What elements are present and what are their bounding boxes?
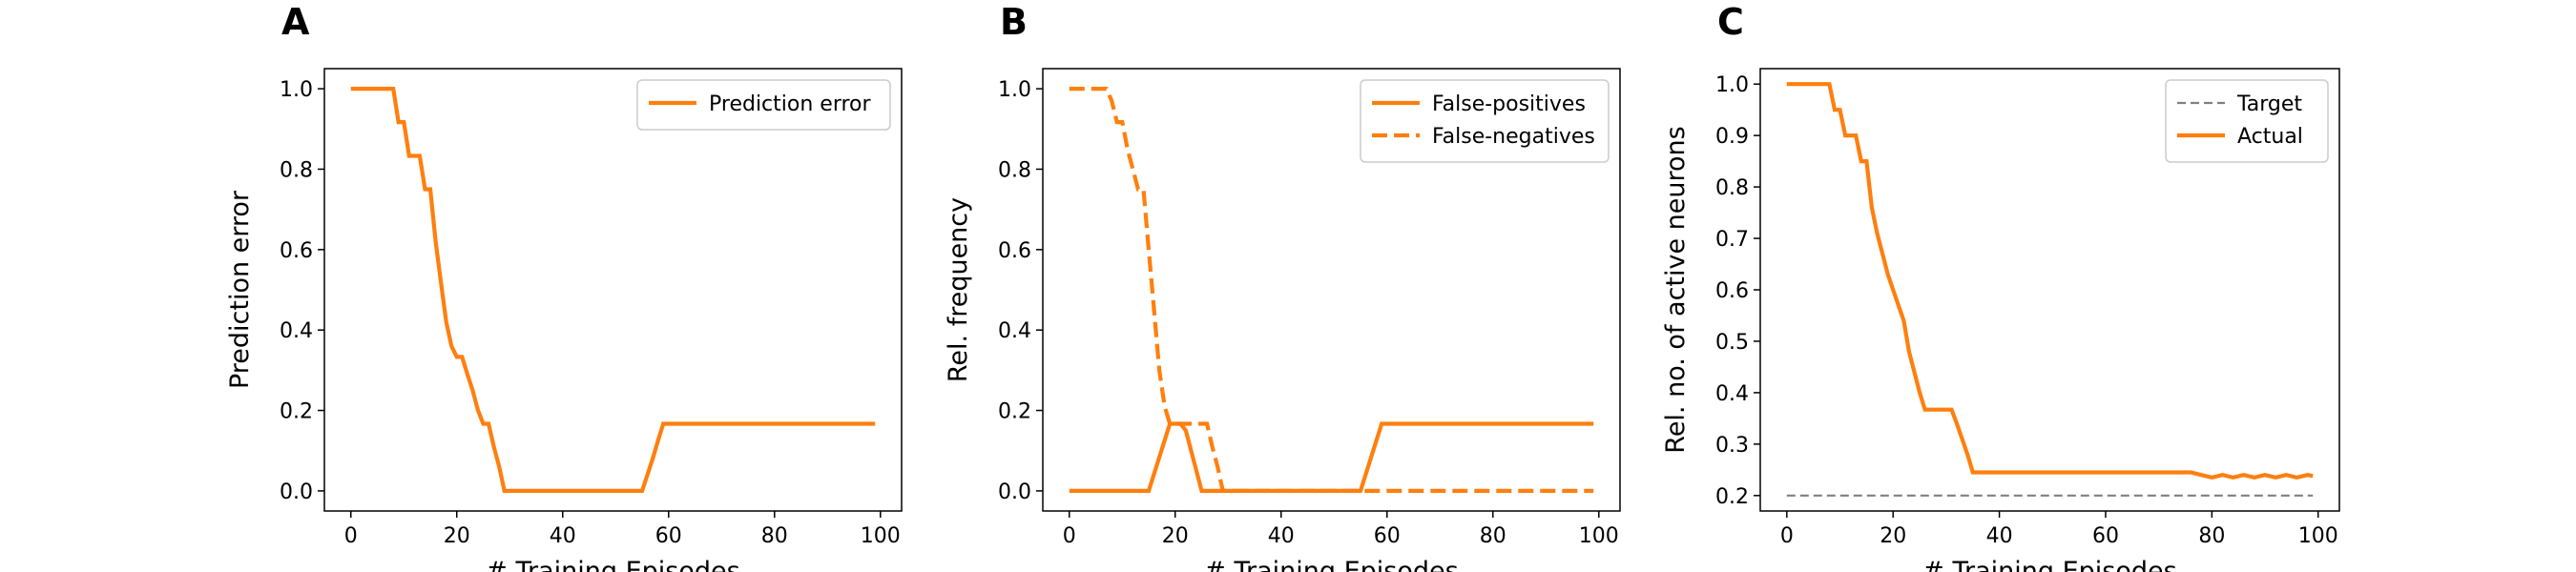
y-tick-label: 0.5 — [1715, 331, 1749, 355]
y-tick-label: 0.4 — [280, 319, 313, 343]
y-tick-label: 0.6 — [280, 239, 313, 263]
y-axis-label: Rel. frequency — [944, 197, 973, 382]
y-tick-label: 0.6 — [1715, 279, 1749, 303]
y-axis-label: Rel. no. of active neurons — [1661, 126, 1691, 453]
y-tick-label: 0.0 — [280, 480, 313, 504]
x-tick-label: 60 — [2092, 524, 2119, 548]
y-tick-label: 0.4 — [1715, 382, 1749, 406]
x-tick-label: 80 — [761, 524, 788, 548]
x-tick-label: 100 — [2298, 524, 2338, 548]
x-tick-label: 40 — [550, 524, 576, 548]
legend-label: Prediction error — [709, 92, 871, 116]
x-tick-label: 100 — [1579, 524, 1619, 548]
legend-label: False-positives — [1432, 92, 1586, 116]
y-tick-label: 0.8 — [998, 158, 1031, 182]
legend-label: Actual — [2237, 125, 2303, 149]
x-tick-label: 60 — [655, 524, 682, 548]
axes-frame — [323, 68, 903, 512]
y-tick-label: 0.2 — [1715, 485, 1749, 509]
x-tick-label: 0 — [344, 524, 358, 548]
y-tick-label: 0.2 — [998, 400, 1031, 424]
x-axis-label: # Training Episodes — [1204, 557, 1458, 572]
x-tick-label: 80 — [1480, 524, 1506, 548]
y-tick-label: 0.8 — [1715, 176, 1749, 200]
y-tick-label: 0.6 — [998, 239, 1031, 263]
y-tick-label: 0.8 — [280, 158, 313, 182]
y-axis-label: Prediction error — [225, 190, 255, 389]
legend-box — [1360, 79, 1610, 163]
panel-letter: B — [1000, 1, 1028, 43]
x-tick-label: 40 — [1986, 524, 2013, 548]
panel-b: B 0 20 40 60 80 100 0.0 0.2 0.4 0.6 0.8 1.0 # Trainin… — [944, 1, 1621, 572]
x-tick-label: 100 — [861, 524, 901, 548]
panel-letter: C — [1717, 1, 1744, 43]
series-line-prediction-error — [350, 86, 876, 494]
y-tick-label: 0.3 — [1715, 434, 1749, 458]
y-tick-label: 0.7 — [1715, 228, 1749, 252]
legend-box — [2165, 79, 2329, 163]
series-line-false-positives — [1069, 421, 1594, 494]
legend-label: False-negatives — [1432, 125, 1595, 149]
legend-label: Target — [2236, 92, 2302, 116]
panel-a: A 0 20 40 60 80 100 0.0 0.2 0.4 0.6 0.8 1.0 # Trainin… — [225, 1, 903, 572]
axes-frame — [1042, 68, 1621, 512]
series-line-actual — [1786, 82, 2314, 480]
y-tick-label: 1.0 — [280, 78, 313, 102]
y-tick-label: 0.4 — [998, 319, 1031, 343]
x-tick-label: 20 — [1162, 524, 1189, 548]
legend-box — [636, 79, 891, 131]
y-tick-label: 1.0 — [998, 78, 1031, 102]
y-tick-label: 0.9 — [1715, 125, 1749, 149]
x-tick-label: 80 — [2198, 524, 2225, 548]
panel-letter: A — [281, 1, 310, 43]
y-tick-label: 0.2 — [280, 400, 313, 424]
series-line-false-negatives — [1069, 86, 1594, 494]
x-axis-label: # Training Episodes — [486, 557, 739, 572]
x-tick-label: 40 — [1268, 524, 1295, 548]
x-axis-label: # Training Episodes — [1922, 557, 2176, 572]
x-tick-label: 20 — [1880, 524, 1906, 548]
x-tick-label: 60 — [1374, 524, 1401, 548]
x-tick-label: 0 — [1780, 524, 1794, 548]
legend: Prediction error — [636, 79, 891, 131]
x-tick-label: 20 — [444, 524, 470, 548]
legend: Target Actual — [2165, 79, 2329, 163]
x-tick-label: 0 — [1063, 524, 1076, 548]
legend: False-positives False-negatives — [1360, 79, 1610, 163]
y-tick-label: 0.0 — [998, 480, 1031, 504]
panel-c: C 0 20 40 60 80 100 0.2 0.3 0.4 0.5 0.6 0.7 0.8 0.9 1.0… — [1661, 1, 2340, 572]
y-tick-label: 1.0 — [1715, 73, 1749, 97]
